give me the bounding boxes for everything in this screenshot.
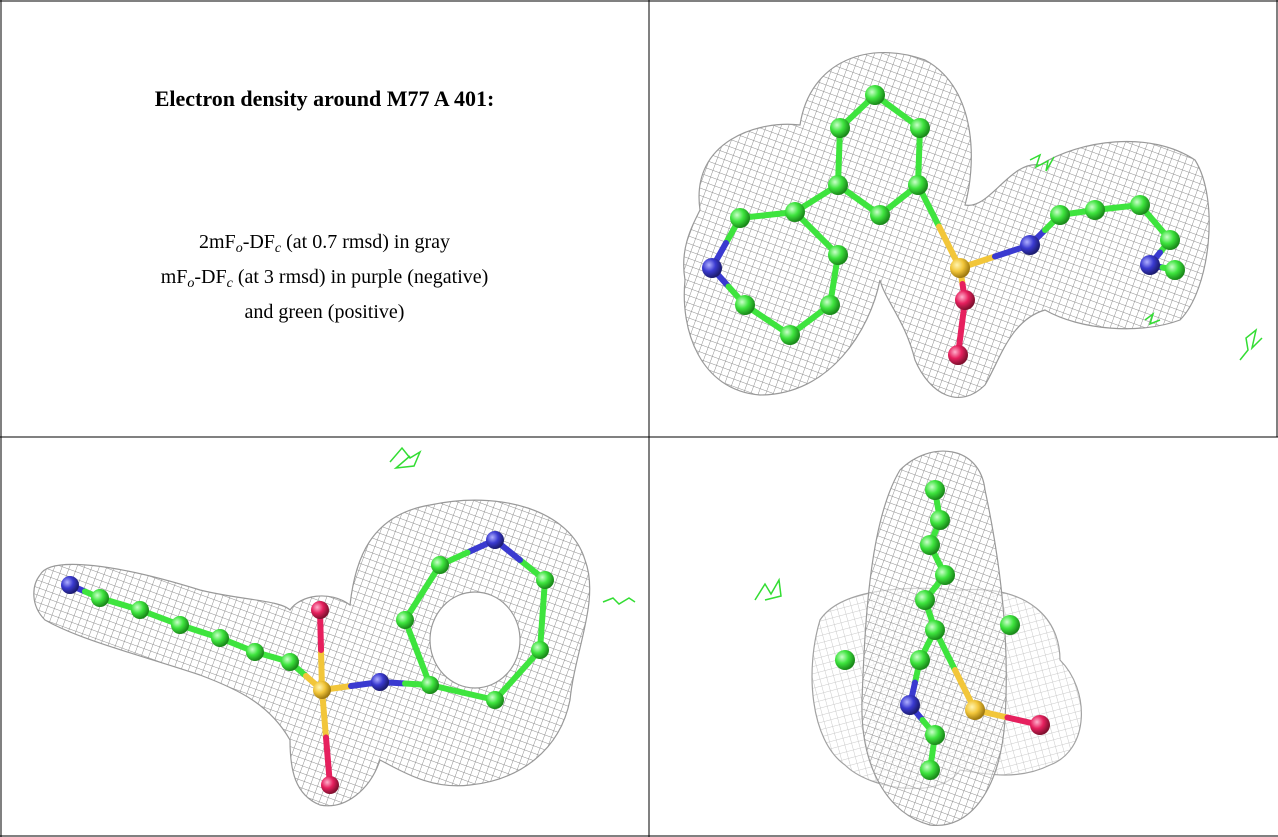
atom [925, 725, 945, 745]
legend-fragment: -DF [194, 266, 227, 288]
atom [421, 676, 439, 694]
atom [1130, 195, 1150, 215]
difference-density [754, 577, 782, 601]
legend-line: and green (positive) [0, 298, 649, 327]
cell-title: Electron density around M77 A 401: [154, 86, 495, 111]
difference-density [1029, 153, 1055, 172]
legend-line: mFo-DFc (at 3 rmsd) in purple (negative) [0, 263, 649, 298]
atom [211, 629, 229, 647]
atom [830, 118, 850, 138]
atom [1000, 615, 1020, 635]
subscript: c [226, 276, 233, 291]
atom [925, 480, 945, 500]
atom [1030, 715, 1050, 735]
atom [396, 611, 414, 629]
density-mesh [683, 52, 1210, 398]
atom [828, 175, 848, 195]
atom [311, 601, 329, 619]
atom [910, 118, 930, 138]
atom [828, 245, 848, 265]
atom [925, 620, 945, 640]
atom [1160, 230, 1180, 250]
legend-line: 2mFo-DFc (at 0.7 rmsd) in gray [0, 228, 649, 263]
atom [735, 295, 755, 315]
atom [948, 345, 968, 365]
atom [61, 576, 79, 594]
atom [171, 616, 189, 634]
atom [281, 653, 299, 671]
atom [908, 175, 928, 195]
atom [835, 650, 855, 670]
atom [920, 760, 940, 780]
atom [930, 510, 950, 530]
atom [131, 601, 149, 619]
legend-fragment: 2mF [199, 231, 236, 253]
atom [246, 643, 264, 661]
difference-density [602, 597, 636, 605]
atom [371, 673, 389, 691]
atom [785, 202, 805, 222]
legend-fragment: -DF [242, 231, 275, 253]
atom [486, 691, 504, 709]
atom [820, 295, 840, 315]
difference-density [389, 446, 422, 470]
mesh-hole [429, 591, 521, 689]
atom [1085, 200, 1105, 220]
atom [915, 590, 935, 610]
atom [870, 205, 890, 225]
legend-fragment: and green (positive) [244, 301, 405, 323]
atom [431, 556, 449, 574]
difference-density [1239, 328, 1263, 361]
difference-density [1144, 312, 1161, 326]
atom [91, 589, 109, 607]
atom [486, 531, 504, 549]
density-mesh [33, 499, 591, 807]
atom [865, 85, 885, 105]
legend-fragment: mF [160, 266, 188, 288]
atom [1020, 235, 1040, 255]
subscript: c [274, 241, 282, 256]
atom [531, 641, 549, 659]
atom [935, 565, 955, 585]
atom [780, 325, 800, 345]
atom [313, 681, 331, 699]
atom [955, 290, 975, 310]
atom [1140, 255, 1160, 275]
atom [965, 700, 985, 720]
atom [1050, 205, 1070, 225]
atom [1165, 260, 1185, 280]
atom [536, 571, 554, 589]
subscript: o [235, 241, 243, 256]
atom [910, 650, 930, 670]
legend-text: 2mFo-DFc (at 0.7 rmsd) in gray mFo-DFc (a… [0, 228, 649, 327]
subscript: o [187, 276, 195, 291]
atom [900, 695, 920, 715]
legend-fragment: (at 3 rmsd) in purple (negative) [232, 266, 489, 288]
atom [950, 258, 970, 278]
legend-fragment: (at 0.7 rmsd) in gray [281, 231, 450, 253]
atom [702, 258, 722, 278]
atom [730, 208, 750, 228]
atom [920, 535, 940, 555]
atom [321, 776, 339, 794]
